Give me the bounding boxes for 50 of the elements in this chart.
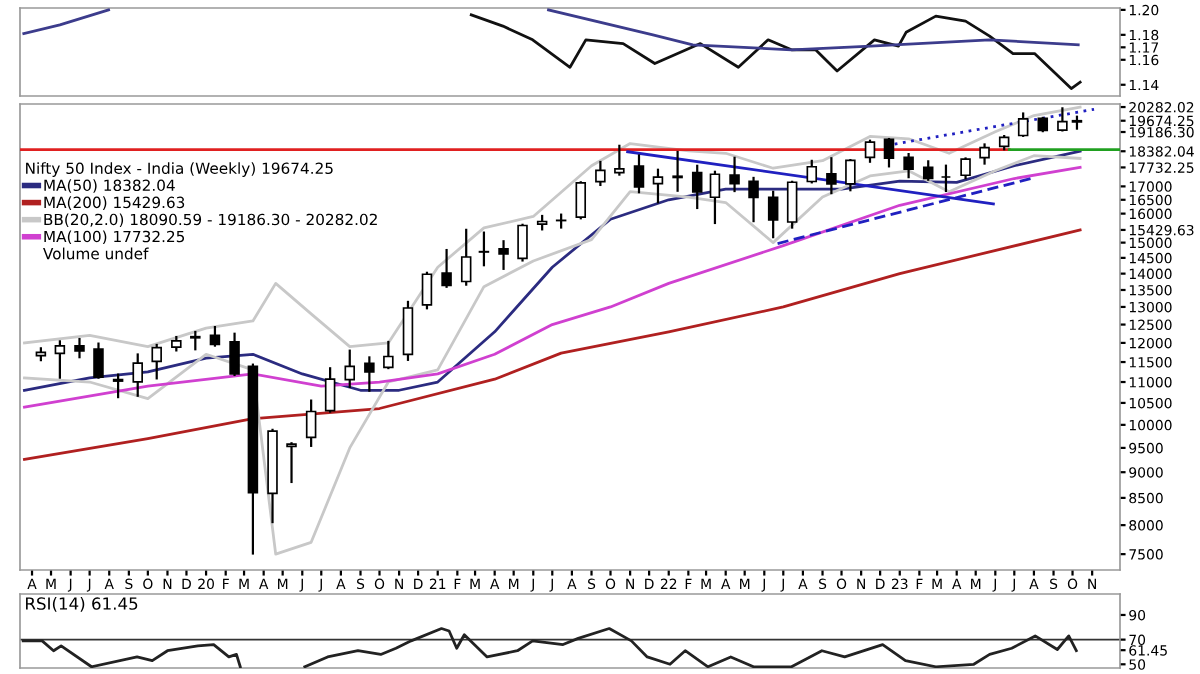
candlestick bbox=[691, 164, 703, 210]
candlestick bbox=[709, 170, 721, 225]
candlestick bbox=[151, 343, 162, 380]
candlestick bbox=[922, 160, 934, 181]
candlestick bbox=[767, 190, 779, 239]
candlestick bbox=[595, 160, 606, 187]
candlestick bbox=[305, 399, 317, 447]
candlestick bbox=[441, 248, 452, 288]
line-series bbox=[469, 13, 1082, 90]
candlestick bbox=[633, 154, 645, 194]
candlestick bbox=[748, 176, 759, 223]
candlestick bbox=[93, 342, 104, 379]
candlestick bbox=[364, 356, 375, 392]
line-series bbox=[23, 105, 1082, 349]
candlestick bbox=[112, 373, 124, 399]
line-series bbox=[23, 154, 1082, 556]
candlestick bbox=[344, 349, 356, 388]
candlestick bbox=[286, 442, 297, 484]
candlestick bbox=[1017, 112, 1029, 137]
candlestick bbox=[786, 180, 798, 229]
candlestick bbox=[575, 181, 587, 220]
candlestick bbox=[498, 240, 509, 270]
candlestick bbox=[845, 159, 856, 192]
candlestick bbox=[209, 325, 221, 347]
candlestick bbox=[74, 337, 85, 359]
candlestick bbox=[903, 153, 914, 179]
candlestick bbox=[478, 231, 490, 267]
candlestick bbox=[517, 223, 528, 262]
candlestick bbox=[960, 157, 971, 180]
candlestick bbox=[614, 144, 625, 176]
candlestick bbox=[672, 150, 683, 192]
candlestick bbox=[132, 353, 143, 397]
candlestick bbox=[324, 367, 336, 413]
line-series bbox=[23, 228, 1082, 461]
candlestick bbox=[826, 157, 837, 195]
candlestick bbox=[1057, 107, 1068, 132]
candlestick bbox=[979, 143, 990, 165]
candlestick bbox=[402, 300, 414, 361]
candlestick bbox=[883, 137, 895, 168]
candlestick bbox=[729, 156, 740, 193]
candlestick bbox=[864, 139, 876, 163]
candlestick bbox=[460, 228, 472, 286]
candlestick bbox=[383, 340, 394, 370]
candlestick bbox=[54, 340, 66, 379]
candlestick bbox=[806, 159, 818, 184]
candlestick bbox=[652, 168, 664, 204]
candlestick bbox=[555, 213, 567, 229]
chart-title: RSI(14) 61.45 bbox=[26, 596, 138, 612]
candlestick bbox=[421, 271, 433, 310]
candlestick bbox=[229, 332, 240, 377]
